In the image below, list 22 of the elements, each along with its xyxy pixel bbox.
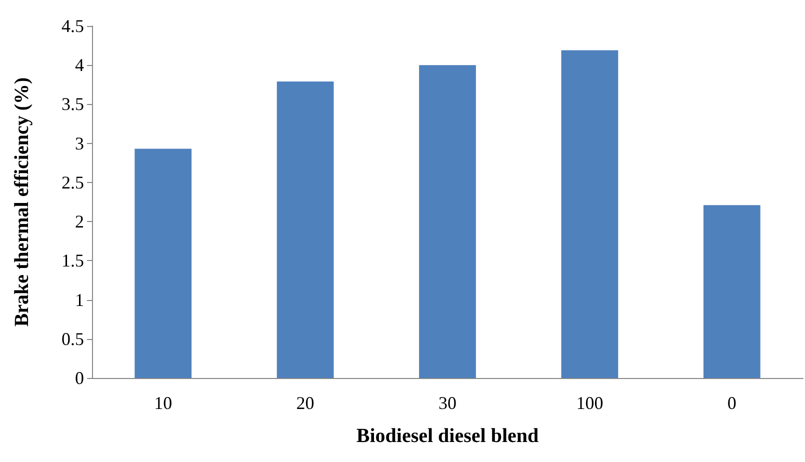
y-tick-label: 2 xyxy=(75,212,84,232)
x-tick-label: 20 xyxy=(296,393,314,413)
x-axis-title: Biodiesel diesel blend xyxy=(356,425,539,447)
bar xyxy=(561,50,618,378)
x-tick-label: 30 xyxy=(438,393,456,413)
bar xyxy=(134,148,192,378)
bar xyxy=(276,82,334,378)
bar xyxy=(703,205,760,378)
y-tick-label: 0.5 xyxy=(62,328,84,349)
y-tick-label: 3 xyxy=(75,133,84,154)
y-tick-label: 4 xyxy=(75,55,84,76)
y-tick-label: 0 xyxy=(75,368,84,388)
y-tick-label: 3.5 xyxy=(62,94,84,114)
y-tick-label: 1.5 xyxy=(62,250,84,271)
y-tick-label: 1 xyxy=(75,290,84,310)
y-tick-label: 2.5 xyxy=(62,172,84,192)
x-tick-label: 10 xyxy=(154,393,172,413)
x-tick-label: 100 xyxy=(576,393,604,413)
y-tick-label: 4.5 xyxy=(62,16,84,36)
bar xyxy=(419,65,476,378)
y-axis-title: Brake thermal efficiency (%) xyxy=(11,77,33,327)
x-tick-label: 0 xyxy=(727,393,736,413)
